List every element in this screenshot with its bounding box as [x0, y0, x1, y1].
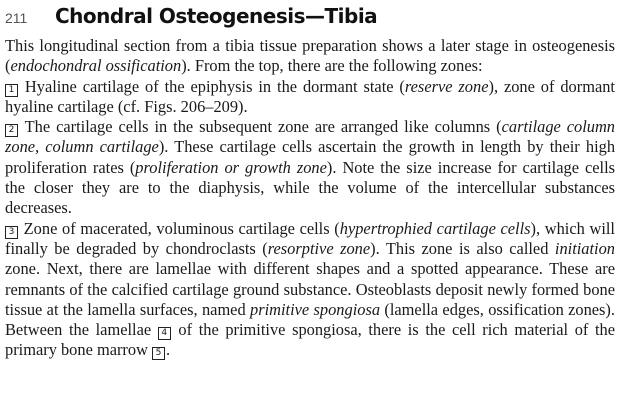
zone-3-paragraph: 3 Zone of macerated, voluminous cartilag…	[5, 219, 615, 361]
text-run: zone. Next, there are lamellae with diff…	[5, 259, 615, 319]
figure-marker-2: 2	[5, 124, 18, 138]
text-run: ). These cartilage cells ascertain the g…	[5, 137, 616, 177]
figure-marker-3: 3	[5, 225, 18, 239]
emphasis-term: proliferation or growth zone	[135, 157, 327, 177]
emphasis-term: initiation	[554, 238, 615, 258]
figure-marker-1: 1	[5, 83, 18, 97]
figure-marker-5: 5	[152, 347, 166, 361]
intro-paragraph: This longitudinal section from a tibia t…	[5, 36, 615, 77]
zone-2-paragraph: 2 The cartilage cells in the subsequent …	[5, 117, 615, 218]
text-run: This longitudinal section from a tibia t…	[5, 36, 615, 76]
text-run: ). From the top, there are the following…	[181, 56, 483, 76]
emphasis-term: resorptive zone	[267, 238, 371, 258]
text-run: ), which will finally be degraded by cho…	[5, 218, 615, 258]
text-run: .	[166, 340, 171, 360]
page-title: Chondral Osteogenesis—Tibia	[55, 4, 378, 28]
figure-marker-4: 4	[157, 327, 171, 341]
text-run: The cartilage cells in the subsequent zo…	[19, 117, 502, 137]
text-run: ). Note the size increase for cartilage …	[5, 157, 615, 218]
text-run: Zone of macerated, voluminous cartilage …	[19, 218, 340, 238]
emphasis-term: reserve zone	[404, 76, 489, 96]
text-run: ), zone of dormant hyaline cartilage (cf…	[5, 76, 615, 116]
text-run: ). This zone is also called	[370, 238, 555, 258]
emphasis-term: primitive spongiosa	[250, 299, 381, 319]
text-run: Hyaline cartilage of the epiphysis in th…	[19, 76, 405, 96]
page: 211 Chondral Osteogenesis—Tibia This lon…	[5, 0, 615, 361]
page-number: 211	[5, 10, 28, 26]
text-run: (lamella edges, ossification zones). Bet…	[5, 299, 615, 340]
emphasis-term: hypertrophied cartilage cells	[339, 218, 531, 238]
heading: 211 Chondral Osteogenesis—Tibia	[5, 0, 615, 36]
emphasis-term: endochondral ossification	[10, 56, 182, 76]
zone-1-paragraph: 1 Hyaline cartilage of the epiphysis in …	[5, 77, 615, 118]
body-text: This longitudinal section from a tibia t…	[5, 36, 615, 361]
emphasis-term: cartilage column zone, column cartilage	[5, 117, 615, 157]
text-run: of the primitive spongiosa, there is the…	[5, 320, 616, 360]
